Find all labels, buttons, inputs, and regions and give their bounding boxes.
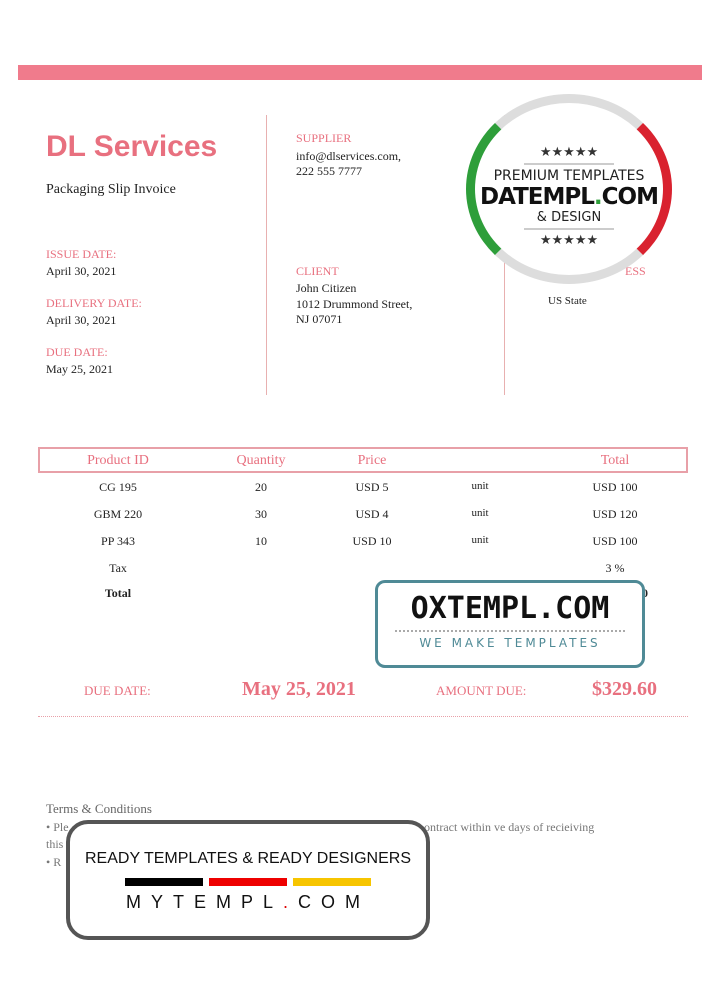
mytempl-tagline: READY TEMPLATES & READY DESIGNERS <box>84 850 412 867</box>
summary-due-date: May 25, 2021 <box>242 678 356 700</box>
table-header <box>38 447 688 473</box>
table-cell: GBM 220 <box>93 507 143 521</box>
header-bar <box>18 65 702 80</box>
seal-brand: DATEMPL.COM <box>480 184 659 210</box>
stars-icon: ★★★★★ <box>539 145 599 160</box>
header-product-id: Product ID <box>87 453 149 468</box>
table-cell: PP 343 <box>101 534 135 548</box>
supplier-email: info@dlservices.com, <box>296 149 402 163</box>
table-cell: unit <box>471 507 489 519</box>
mytempl-watermark: READY TEMPLATES & READY DESIGNERS MYTEMP… <box>66 820 430 940</box>
supplier-label: SUPPLIER <box>296 131 352 145</box>
terms-line: • Ple <box>46 820 69 834</box>
table-cell: USD 5 <box>355 480 389 494</box>
table-cell: USD 10 <box>352 534 392 548</box>
amount-due: $329.60 <box>592 678 657 700</box>
client-label: CLIENT <box>296 264 339 278</box>
header-total: Total <box>600 453 630 468</box>
terms-line: this <box>46 837 64 851</box>
amount-due-label: AMOUNT DUE: <box>436 683 527 698</box>
address-label: ESS <box>625 264 646 278</box>
table-cell: USD 100 <box>592 534 638 548</box>
table-cell: USD 4 <box>355 507 389 521</box>
total-value: 0 <box>642 586 648 600</box>
terms-title: Terms & Conditions <box>46 801 152 816</box>
seal-sub-text: & DESIGN <box>536 210 602 225</box>
document-subtitle: Packaging Slip Invoice <box>46 182 176 197</box>
client-city: NJ 07071 <box>296 312 343 326</box>
terms-line: ontract within ve days of recieiving <box>424 820 595 834</box>
issue-date: April 30, 2021 <box>46 264 117 278</box>
mytempl-brand: MYTEMPL.COM <box>125 892 371 912</box>
stars-icon: ★★★★★ <box>539 233 599 248</box>
tax-label: Tax <box>109 561 127 575</box>
supplier-phone: 222 555 7777 <box>296 164 362 178</box>
delivery-date-label: DELIVERY DATE: <box>46 296 142 310</box>
oxtempl-tagline: WE MAKE TEMPLATES <box>419 636 601 650</box>
summary-due-label: DUE DATE: <box>84 683 151 698</box>
header-quantity: Quantity <box>236 453 286 468</box>
table-cell: 10 <box>255 534 267 548</box>
due-date: May 25, 2021 <box>46 362 113 376</box>
company-name: DL Services <box>46 130 218 163</box>
color-stripes <box>70 878 426 886</box>
divider <box>38 716 688 717</box>
delivery-date: April 30, 2021 <box>46 313 117 327</box>
table-cell: USD 100 <box>592 480 638 494</box>
client-street: 1012 Drummond Street, <box>296 297 413 311</box>
client-name: John Citizen <box>296 281 357 295</box>
table-cell: 20 <box>255 480 267 494</box>
total-label: Total <box>104 586 132 600</box>
due-date-label: DUE DATE: <box>46 345 108 359</box>
oxtempl-watermark: OXTEMPL.COM WE MAKE TEMPLATES <box>375 580 645 668</box>
table-cell: unit <box>471 480 489 492</box>
address-state: US State <box>548 295 587 307</box>
table-cell: USD 120 <box>592 507 638 521</box>
table-cell: unit <box>471 534 489 546</box>
oxtempl-brand: OXTEMPL.COM <box>410 591 610 626</box>
terms-line: • R <box>46 855 62 869</box>
tax-value: 3 % <box>605 561 625 575</box>
table-cell: CG 195 <box>99 480 137 494</box>
issue-date-label: ISSUE DATE: <box>46 247 117 261</box>
header-price: Price <box>357 453 387 468</box>
divider <box>266 115 267 395</box>
seal-top-text: PREMIUM TEMPLATES <box>493 168 645 184</box>
table-cell: 30 <box>255 507 267 521</box>
datempl-watermark: ★★★★★ PREMIUM TEMPLATES DATEMPL.COM & DE… <box>466 94 672 284</box>
